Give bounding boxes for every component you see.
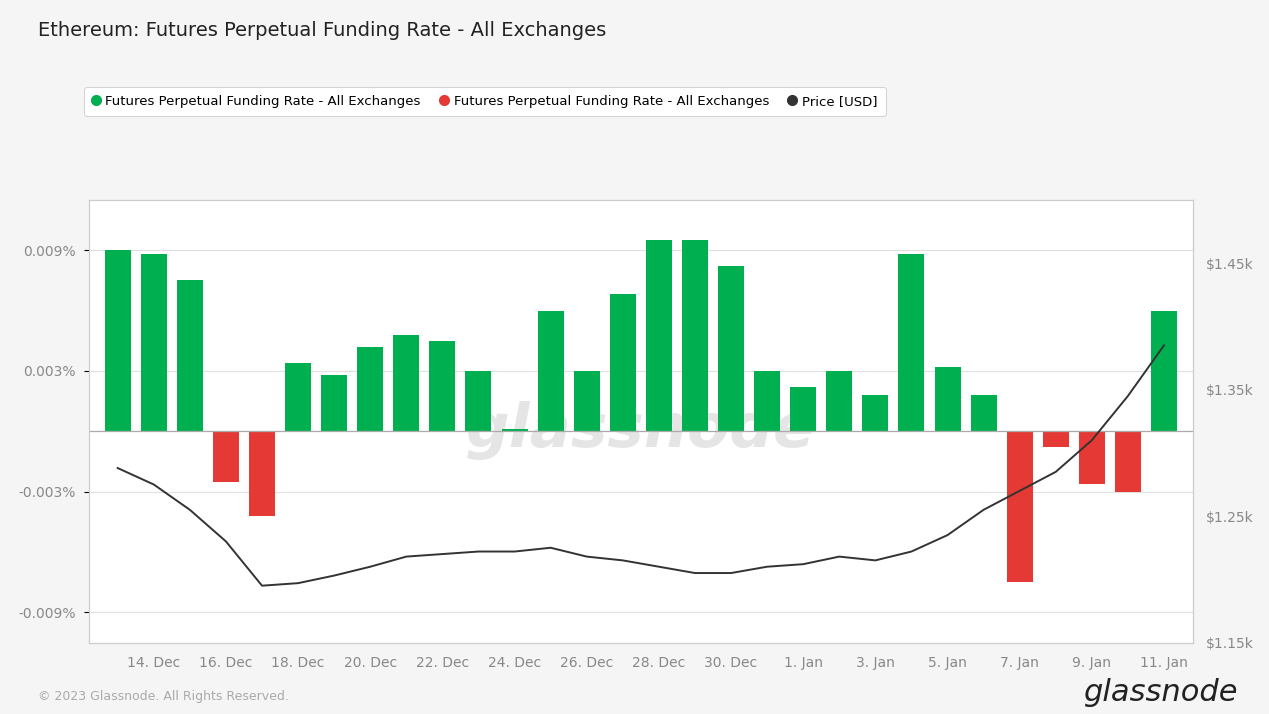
Bar xyxy=(176,281,203,431)
Bar xyxy=(501,429,528,431)
Legend: Futures Perpetual Funding Rate - All Exchanges, Futures Perpetual Funding Rate -: Futures Perpetual Funding Rate - All Exc… xyxy=(84,87,886,116)
Bar xyxy=(1151,311,1176,431)
Bar xyxy=(791,387,816,431)
Bar xyxy=(1115,431,1141,492)
Bar xyxy=(1006,431,1033,582)
Text: glassnode: glassnode xyxy=(466,401,816,460)
Bar xyxy=(358,347,383,431)
Bar xyxy=(466,371,491,431)
Bar xyxy=(863,395,888,431)
Bar xyxy=(286,363,311,431)
Text: Ethereum: Futures Perpetual Funding Rate - All Exchanges: Ethereum: Futures Perpetual Funding Rate… xyxy=(38,21,607,41)
Bar xyxy=(754,371,780,431)
Bar xyxy=(393,335,419,431)
Bar xyxy=(898,254,924,431)
Bar xyxy=(574,371,600,431)
Bar xyxy=(538,311,563,431)
Bar xyxy=(610,294,636,431)
Text: © 2023 Glassnode. All Rights Reserved.: © 2023 Glassnode. All Rights Reserved. xyxy=(38,690,289,703)
Text: glassnode: glassnode xyxy=(1082,678,1237,707)
Bar xyxy=(1079,431,1105,483)
Bar xyxy=(105,250,131,431)
Bar xyxy=(321,375,348,431)
Bar xyxy=(213,431,239,482)
Bar xyxy=(826,371,853,431)
Bar xyxy=(971,395,996,431)
Bar xyxy=(1043,431,1068,448)
Bar xyxy=(249,431,275,516)
Bar xyxy=(934,367,961,431)
Bar xyxy=(718,266,744,431)
Bar xyxy=(429,341,456,431)
Bar xyxy=(681,240,708,431)
Bar xyxy=(646,240,671,431)
Bar xyxy=(141,254,166,431)
